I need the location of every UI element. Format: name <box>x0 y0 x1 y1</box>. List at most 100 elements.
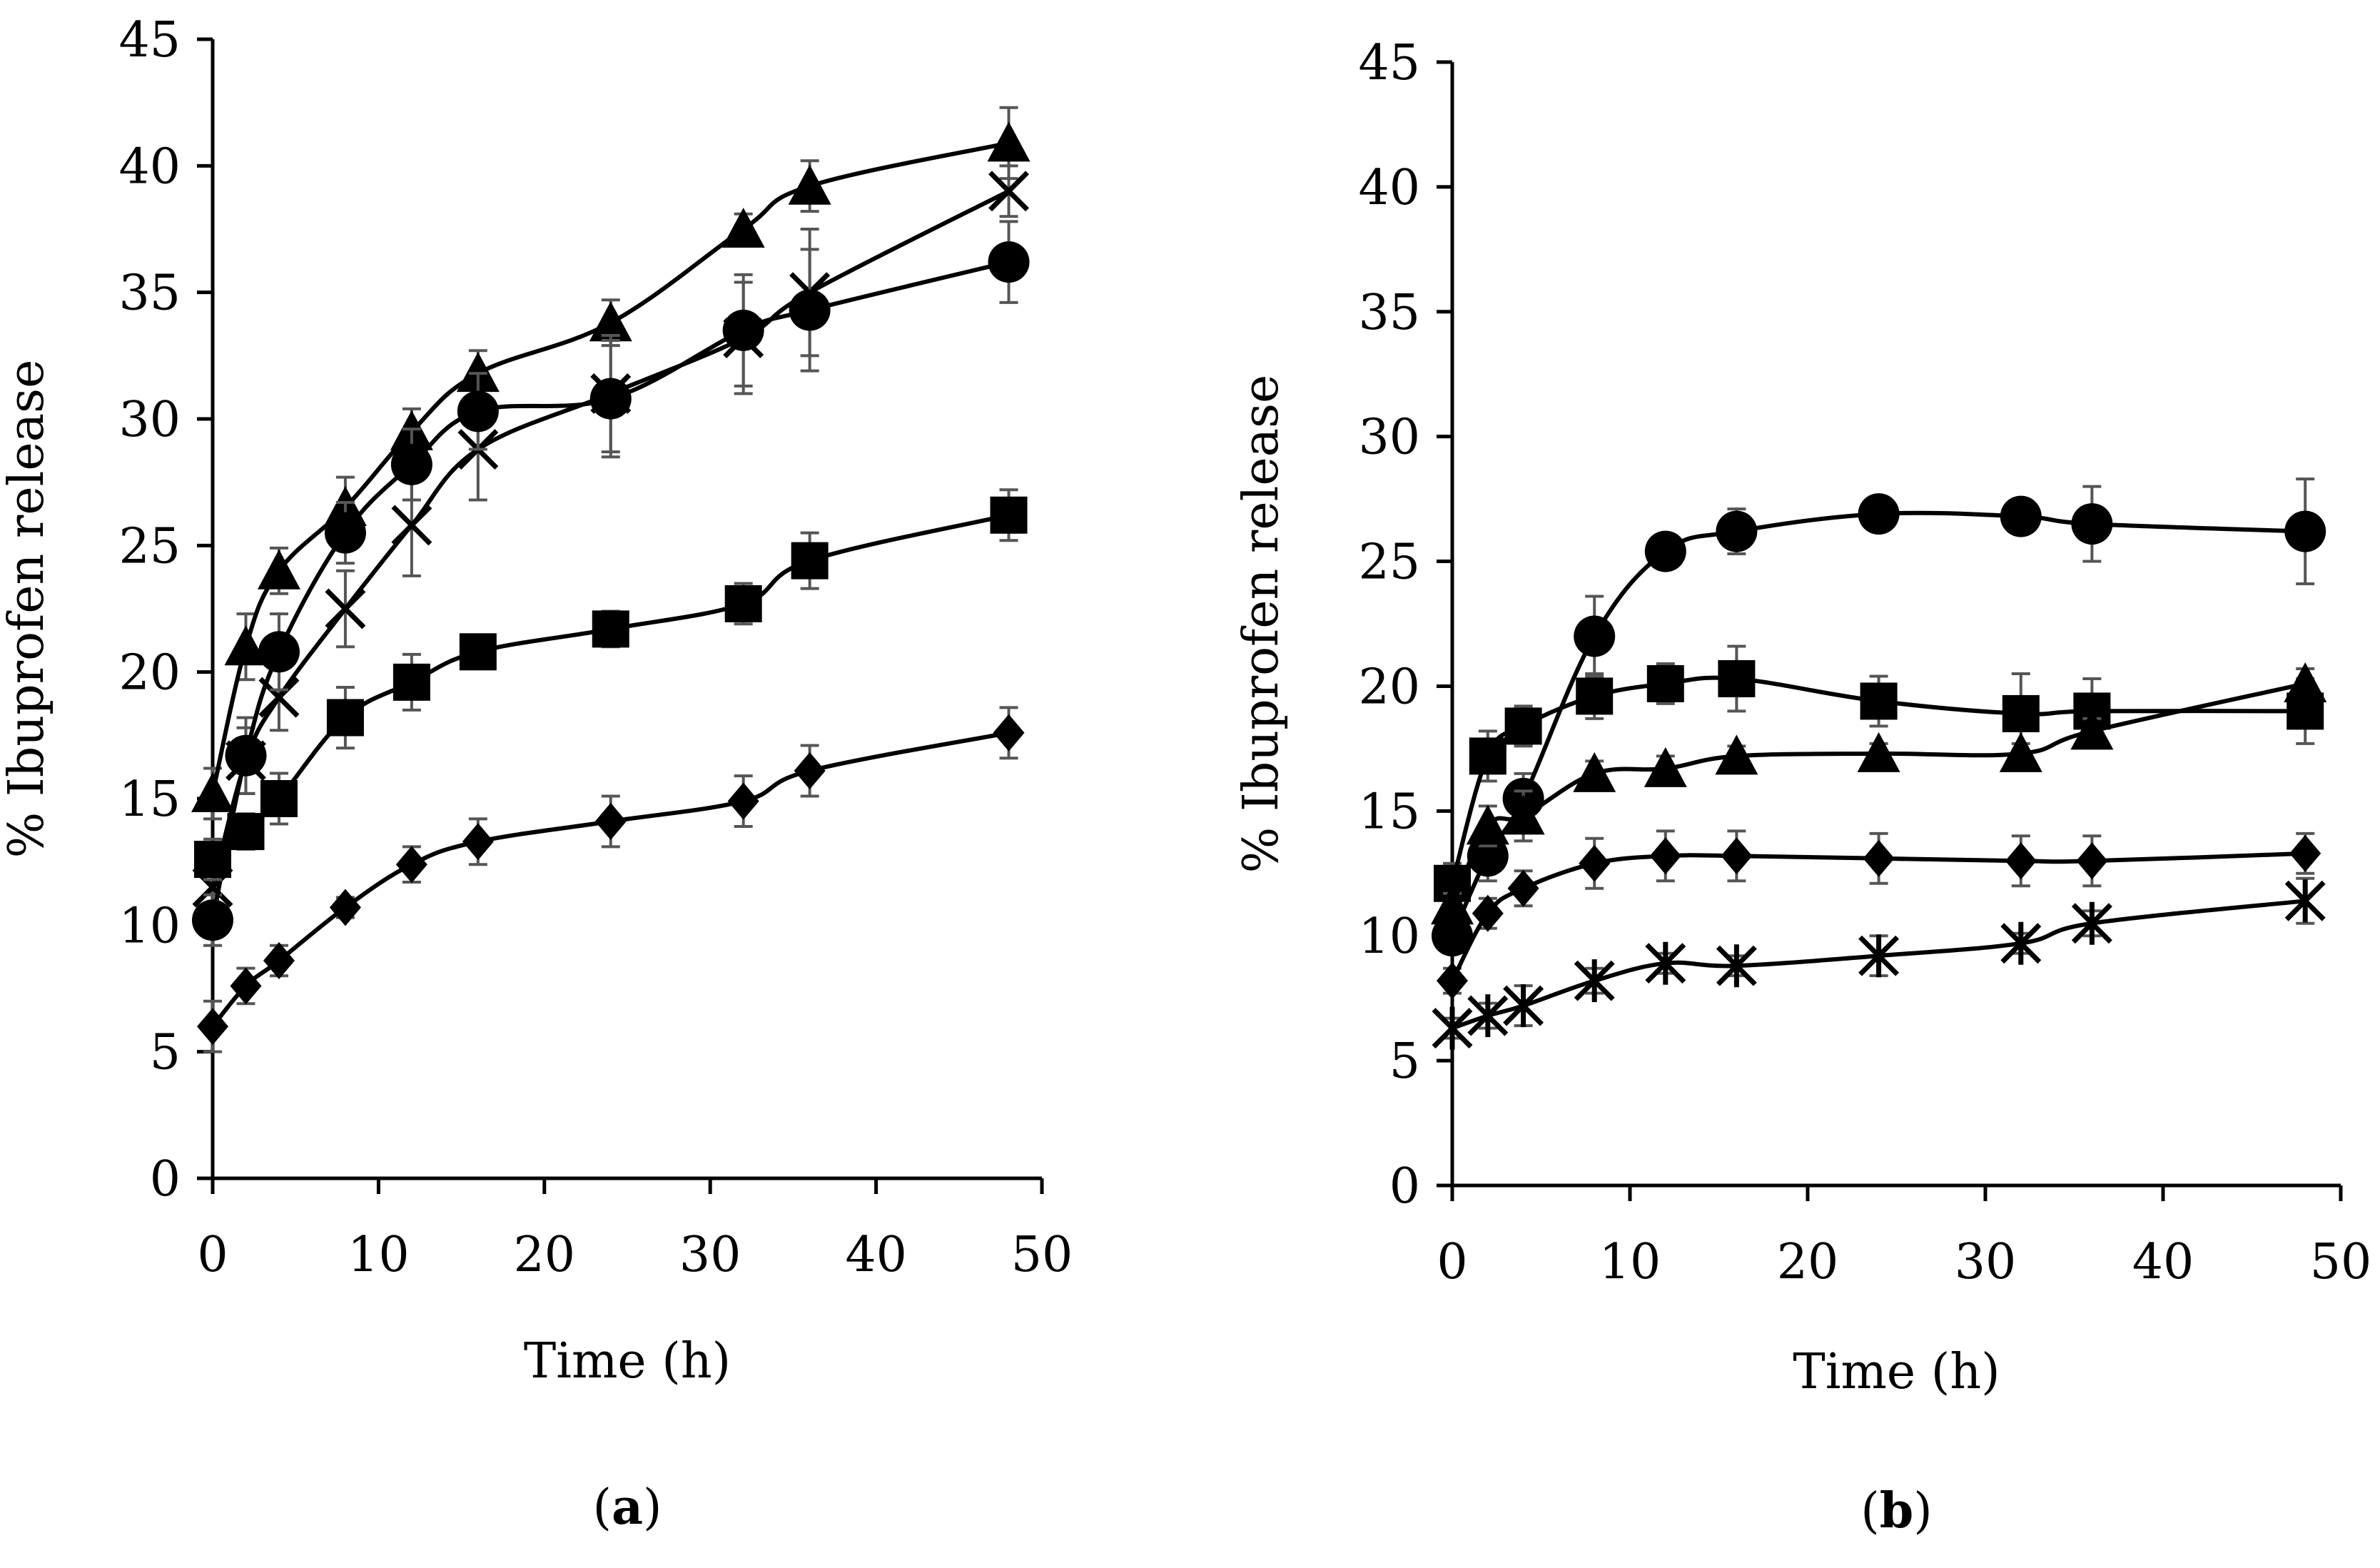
data-point-diamond <box>1472 894 1504 932</box>
data-point-cross <box>988 171 1029 212</box>
data-point-triangle <box>224 625 268 666</box>
data-point-triangle <box>191 772 234 812</box>
data-point-circle <box>2000 495 2042 537</box>
data-point-diamond <box>2289 834 2321 872</box>
data-point-circle <box>1858 493 1900 535</box>
data-point-diamond <box>1507 869 1539 907</box>
data-point-diamond <box>462 823 494 861</box>
data-point-square <box>459 633 497 671</box>
data-point-square <box>260 780 298 817</box>
data-point-triangle <box>987 121 1031 162</box>
data-point-diamond <box>395 846 427 884</box>
data-point-asterisk <box>2000 921 2042 965</box>
data-point-circle <box>258 631 300 673</box>
y-tick-label: 40 <box>118 138 181 195</box>
data-point-circle <box>1644 530 1686 572</box>
data-point-square <box>1469 737 1507 775</box>
data-point-diamond <box>1437 962 1468 1000</box>
data-point-diamond <box>594 802 627 840</box>
y-tick-label: 35 <box>118 265 181 322</box>
data-point-diamond <box>993 714 1025 752</box>
x-tick-label: 50 <box>2310 1234 2372 1290</box>
x-tick-label: 30 <box>1955 1234 2017 1290</box>
data-point-square <box>1718 659 1756 697</box>
y-tick-label: 30 <box>1358 410 1420 466</box>
data-point-square <box>592 610 629 648</box>
data-point-asterisk <box>1574 959 1615 1003</box>
data-point-diamond <box>263 941 295 979</box>
data-point-square <box>791 542 829 580</box>
data-point-triangle <box>589 301 632 342</box>
y-tick-label: 10 <box>118 898 181 954</box>
y-tick-label: 40 <box>1358 160 1420 216</box>
data-point-circle <box>2284 510 2326 552</box>
x-tick-label: 30 <box>679 1227 741 1283</box>
data-point-square <box>194 841 231 879</box>
data-point-asterisk <box>1432 1006 1473 1050</box>
data-point-circle <box>1574 615 1616 657</box>
data-point-triangle <box>1466 804 1509 845</box>
chart-panel-a: 0 5 10 15 20 25 30 35 40 45 0 10 20 30 40 50 Time (h) % I… <box>0 12 1073 1536</box>
data-point-circle <box>988 241 1030 283</box>
data-point-diamond <box>1579 844 1611 882</box>
x-tick-label: 10 <box>348 1227 410 1283</box>
data-point-circle <box>225 734 267 777</box>
y-tick-label: 15 <box>1358 784 1420 840</box>
x-axis-title: Time (h) <box>524 1333 731 1390</box>
series-diamond <box>1437 829 2321 1000</box>
data-point-diamond <box>1649 837 1681 875</box>
data-point-diamond <box>794 752 826 789</box>
data-point-circle <box>722 309 764 351</box>
data-point-triangle <box>1857 732 1900 772</box>
data-point-triangle <box>2284 662 2327 702</box>
data-point-circle <box>192 899 233 941</box>
data-point-triangle <box>1573 752 1616 792</box>
panel-label: (b) <box>1860 1482 1933 1539</box>
series-line <box>211 730 1010 1028</box>
y-tick-label: 0 <box>1389 1158 1420 1215</box>
data-point-diamond <box>230 967 262 1005</box>
y-tick-label: 15 <box>118 772 181 828</box>
data-point-square <box>724 585 762 622</box>
data-point-diamond <box>2076 842 2108 880</box>
data-point-circle <box>789 289 831 331</box>
data-point-diamond <box>329 889 361 926</box>
y-axis-title: % Ibuprofen release <box>0 360 55 859</box>
y-tick-label: 20 <box>118 645 181 702</box>
data-point-triangle <box>721 208 765 248</box>
y-tick-label: 10 <box>1358 909 1420 965</box>
data-point-triangle <box>1644 747 1687 787</box>
y-tick-label: 35 <box>1358 285 1420 341</box>
data-point-square <box>1646 664 1684 702</box>
series-triangle <box>191 106 1031 821</box>
y-tick-label: 30 <box>118 392 181 448</box>
data-point-triangle <box>1715 734 1758 775</box>
data-point-circle <box>2071 503 2113 545</box>
data-point-triangle <box>257 549 300 590</box>
data-point-asterisk <box>2284 879 2326 923</box>
data-point-triangle <box>1431 884 1474 925</box>
data-point-cross <box>391 505 432 546</box>
data-point-square <box>990 496 1028 534</box>
x-tick-label: 50 <box>1011 1227 1073 1283</box>
data-point-square <box>393 663 430 701</box>
data-point-circle <box>457 390 499 433</box>
data-point-square <box>227 813 265 851</box>
data-point-square <box>1576 677 1614 715</box>
data-point-triangle <box>2070 709 2114 750</box>
data-point-triangle <box>1502 794 1545 835</box>
y-tick-label: 0 <box>150 1151 181 1208</box>
panel-label: (a) <box>592 1479 662 1536</box>
series-line <box>211 260 1010 921</box>
data-point-asterisk <box>1467 994 1509 1038</box>
y-tick-label: 5 <box>150 1025 181 1081</box>
x-tick-label: 10 <box>1599 1234 1661 1290</box>
x-axis-title: Time (h) <box>1793 1344 2000 1400</box>
data-point-square <box>1504 707 1542 745</box>
data-point-triangle <box>1999 732 2042 772</box>
series-circle <box>192 220 1030 947</box>
data-point-asterisk <box>2071 901 2112 945</box>
data-point-asterisk <box>1716 944 1757 988</box>
data-point-circle <box>324 512 366 554</box>
